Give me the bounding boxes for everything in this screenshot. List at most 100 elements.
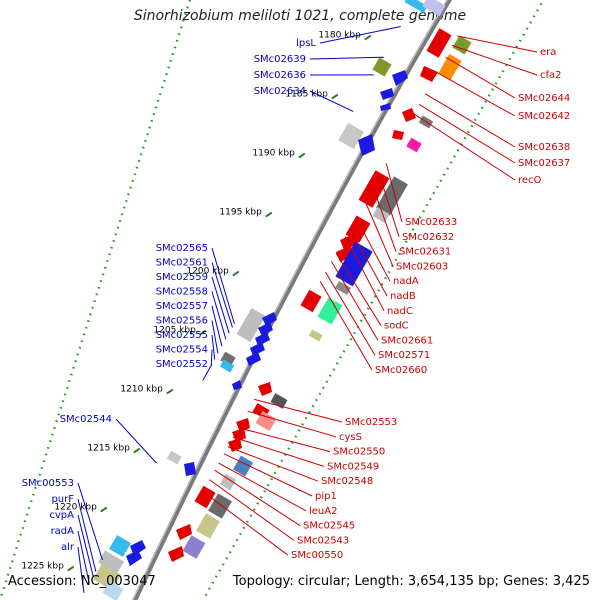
gene-block [270, 393, 288, 409]
genome-backbone-highlight [131, 0, 448, 600]
gene-label: nadB [390, 291, 416, 302]
gene-block [308, 329, 323, 342]
gene-leader-line [211, 334, 216, 360]
gene-label: alr [61, 542, 75, 553]
gene-label: SMc02548 [321, 476, 373, 487]
gene-block [236, 308, 266, 342]
topology-label: Topology: circular; Length: 3,654,135 bp… [232, 574, 590, 589]
gene-block [372, 207, 390, 223]
gene-label: SMc02603 [396, 261, 448, 272]
kbp-tick-label: 1185 kbp [285, 90, 328, 100]
gene-arrow [420, 66, 438, 82]
gene-label: SMc02555 [156, 330, 208, 341]
gene-label: era [540, 47, 556, 58]
gene-arrow [176, 524, 192, 540]
kbp-tick-label: 1195 kbp [219, 208, 262, 218]
gene-leader-line [309, 90, 354, 112]
kbp-tick-label: 1190 kbp [252, 149, 295, 159]
gene-leader-line [372, 186, 397, 252]
kbp-tick-mark [199, 329, 207, 336]
gene-arrow [336, 246, 354, 262]
gene-label: SMc02544 [60, 414, 112, 425]
kbp-tick-label: 1180 kbp [318, 31, 361, 41]
kbp-tick-mark [298, 152, 306, 159]
gene-arrow [358, 134, 375, 156]
gene-label: sodC [384, 321, 409, 332]
gene-arrow [402, 108, 416, 122]
gene-label: SMc02557 [156, 301, 208, 312]
gene-block [97, 550, 125, 574]
gene-label: leuA2 [309, 506, 337, 517]
gene-block [196, 513, 220, 539]
gene-leader-line [335, 252, 382, 326]
kbp-tick-mark [364, 34, 372, 41]
gene-label: SMc02571 [378, 350, 430, 361]
gene-arrow [380, 88, 394, 100]
gene-label: SMc02633 [405, 217, 457, 228]
gene-block [102, 580, 124, 600]
gene-leader-line [214, 469, 301, 527]
gene-arrow [246, 352, 261, 366]
gene-label: SMc02543 [297, 535, 349, 546]
gene-block [335, 241, 373, 287]
gene-label: SMc02639 [254, 54, 306, 65]
gene-label: nadA [393, 276, 419, 287]
gene-block [300, 289, 322, 313]
gene-leader-line [325, 271, 376, 356]
kbp-tick-label: 1200 kbp [186, 267, 229, 277]
gene-label: SMc02545 [303, 521, 355, 532]
kbp-tick-mark [133, 447, 141, 454]
gene-label: SMc02558 [156, 287, 208, 298]
gene-label: SMc02638 [518, 142, 570, 153]
gene-label: pip1 [315, 491, 337, 502]
gene-leader-line [223, 453, 313, 497]
gene-label: SMc02553 [345, 417, 397, 428]
gene-block [404, 0, 428, 13]
gene-arrow [232, 380, 242, 390]
gene-block [220, 351, 236, 367]
gene-leader-line [457, 35, 538, 53]
gene-arrow [126, 550, 142, 566]
gene-arrow [168, 546, 184, 562]
gene-leader-line [77, 498, 97, 572]
kbp-tick-label: 1210 kbp [120, 385, 163, 395]
gene-arrow [255, 332, 270, 346]
gene-leader-line [211, 305, 223, 347]
gene-label: SMc02644 [518, 93, 570, 104]
gene-leader-line [115, 418, 157, 464]
gene-leader-line [211, 262, 233, 328]
gene-label: SMc02549 [327, 461, 379, 472]
gene-label: SMc02637 [518, 158, 570, 169]
gene-leader-line [309, 56, 384, 60]
gene-label: recO [518, 175, 542, 186]
gene-label: SMc02556 [156, 316, 208, 327]
gene-block [438, 53, 462, 81]
gene-label: SMc00553 [22, 478, 74, 489]
gene-leader-line [254, 398, 343, 423]
gene-leader-line [211, 247, 235, 325]
gene-label: SMc00550 [291, 550, 343, 561]
gene-leader-line [77, 482, 103, 561]
kbp-tick-mark [100, 506, 108, 513]
gene-label: SMc02631 [399, 247, 451, 258]
left-gene-labels: lpsL SMc02639 SMc02636 SMc02634 SMc02565 SMc0… [22, 26, 401, 593]
gene-leader-line [247, 410, 337, 438]
gene-label: SMc02565 [156, 243, 208, 254]
gene-label: SMc02550 [333, 447, 385, 458]
kbp-tick-label: 1215 kbp [87, 444, 130, 454]
right-gene-labels: era cfa2 SMc02644 SMc02642 SMc02638 SMc02637 r… [202, 35, 570, 561]
gene-label: SMc02636 [254, 70, 306, 81]
gene-leader-line [77, 546, 85, 593]
gene-label: SMc02632 [402, 232, 454, 243]
gene-arrow [250, 342, 265, 356]
gene-arrow [258, 322, 273, 336]
gene-label: purF [51, 494, 74, 505]
gene-label: SMc02642 [518, 111, 570, 122]
gene-label: cvpA [49, 510, 74, 521]
gene-leader-line [452, 44, 538, 76]
accession-label: Accession: NC_003047 [8, 574, 156, 589]
genome-title: Sinorhizobium meliloti 1021, complete ge… [133, 8, 467, 24]
gene-leader-line [445, 56, 516, 99]
gene-block [194, 485, 216, 509]
